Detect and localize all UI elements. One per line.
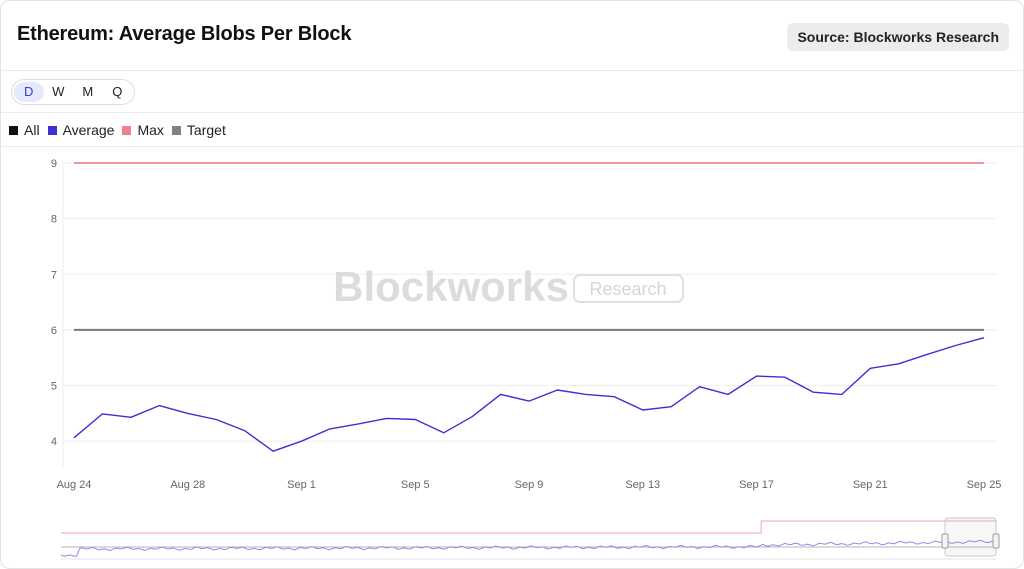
line-chart: Blockworks Research 4 5 6 7 8 9 Aug 24 Aug 28 Se… <box>51 158 1002 560</box>
range-month-button[interactable]: M <box>82 84 94 99</box>
legend-swatch-max <box>122 125 132 135</box>
navigator-max-line <box>61 520 997 534</box>
watermark-sub: Research <box>589 279 666 299</box>
navigator-selection-window[interactable] <box>944 517 997 557</box>
legend-swatch-all <box>9 125 18 135</box>
navigator-right-handle[interactable] <box>992 533 1000 549</box>
legend-item-target[interactable]: Target <box>171 122 226 138</box>
y-tick-label: 4 <box>51 436 57 448</box>
x-tick-label: Sep 17 <box>739 479 774 491</box>
watermark: Blockworks Research <box>333 263 684 310</box>
legend-label-all: All <box>24 122 40 138</box>
x-tick-label: Sep 9 <box>515 479 544 491</box>
legend-item-average[interactable]: Average <box>47 122 115 138</box>
x-tick-label: Sep 5 <box>401 479 430 491</box>
navigator-left-handle[interactable] <box>941 533 949 549</box>
x-tick-label: Sep 21 <box>853 479 888 491</box>
legend-label-target: Target <box>186 122 226 138</box>
watermark-research-box <box>573 274 684 303</box>
source-badge[interactable]: Source: Blockworks Research <box>787 23 1009 51</box>
range-day-button[interactable]: D <box>14 82 44 102</box>
series-layer <box>73 162 985 452</box>
navigator-average-line <box>60 539 998 557</box>
y-tick-label: 6 <box>51 325 57 337</box>
x-tick-label: Sep 1 <box>287 479 316 491</box>
series-line-average <box>73 337 985 452</box>
x-tick-label: Sep 13 <box>625 479 660 491</box>
legend-row: All Average Max Target <box>1 113 1023 147</box>
chart-legend: All Average Max Target <box>9 122 226 138</box>
y-tick-label: 7 <box>51 269 57 281</box>
legend-item-max[interactable]: Max <box>122 122 164 138</box>
legend-swatch-target <box>171 125 181 135</box>
legend-label-average: Average <box>62 122 115 138</box>
range-quarter-button[interactable]: Q <box>112 84 123 99</box>
y-tick-label: 9 <box>51 158 57 170</box>
range-navigator[interactable] <box>60 517 1000 560</box>
x-tick-label: Aug 28 <box>170 479 205 491</box>
y-tick-label: 8 <box>51 214 57 226</box>
watermark-brand: Blockworks <box>333 263 569 310</box>
grid-layer <box>62 161 997 469</box>
range-week-button[interactable]: W <box>52 84 65 99</box>
x-tick-label: Sep 25 <box>967 479 1002 491</box>
legend-label-max: Max <box>137 122 164 138</box>
legend-swatch-average <box>47 125 57 135</box>
tick-layer: 4 5 6 7 8 9 Aug 24 Aug 28 Sep 1 Sep 5 Sep 9 Sep 13 S… <box>51 158 1002 491</box>
range-selector: D W M Q <box>11 79 135 105</box>
chart-title: Ethereum: Average Blobs Per Block <box>17 23 352 45</box>
y-tick-label: 5 <box>51 381 57 393</box>
x-tick-label: Aug 24 <box>57 479 92 491</box>
range-selector-row: D W M Q <box>1 71 1023 113</box>
legend-item-all[interactable]: All <box>9 122 40 138</box>
card-header: Ethereum: Average Blobs Per Block Source… <box>1 1 1023 71</box>
